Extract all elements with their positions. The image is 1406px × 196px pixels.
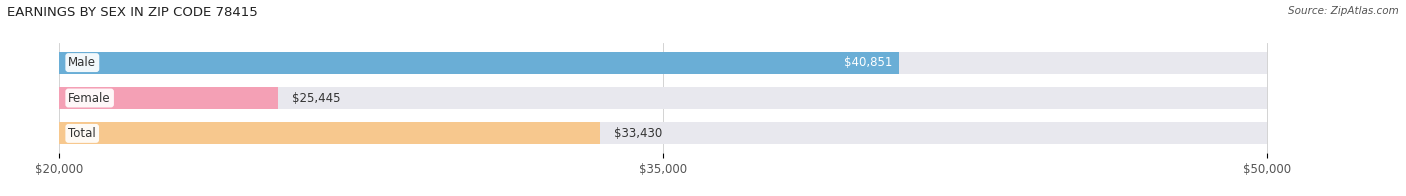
Text: Source: ZipAtlas.com: Source: ZipAtlas.com bbox=[1288, 6, 1399, 16]
Bar bbox=[59, 52, 898, 74]
Text: $33,430: $33,430 bbox=[614, 127, 662, 140]
Text: Female: Female bbox=[69, 92, 111, 104]
Bar bbox=[59, 87, 1267, 109]
Bar bbox=[59, 52, 1267, 74]
Bar bbox=[59, 87, 278, 109]
Text: EARNINGS BY SEX IN ZIP CODE 78415: EARNINGS BY SEX IN ZIP CODE 78415 bbox=[7, 6, 257, 19]
Text: $40,851: $40,851 bbox=[844, 56, 893, 69]
Text: Male: Male bbox=[69, 56, 97, 69]
Bar bbox=[59, 122, 599, 144]
Text: Total: Total bbox=[69, 127, 96, 140]
Text: $25,445: $25,445 bbox=[292, 92, 342, 104]
Bar bbox=[59, 122, 1267, 144]
